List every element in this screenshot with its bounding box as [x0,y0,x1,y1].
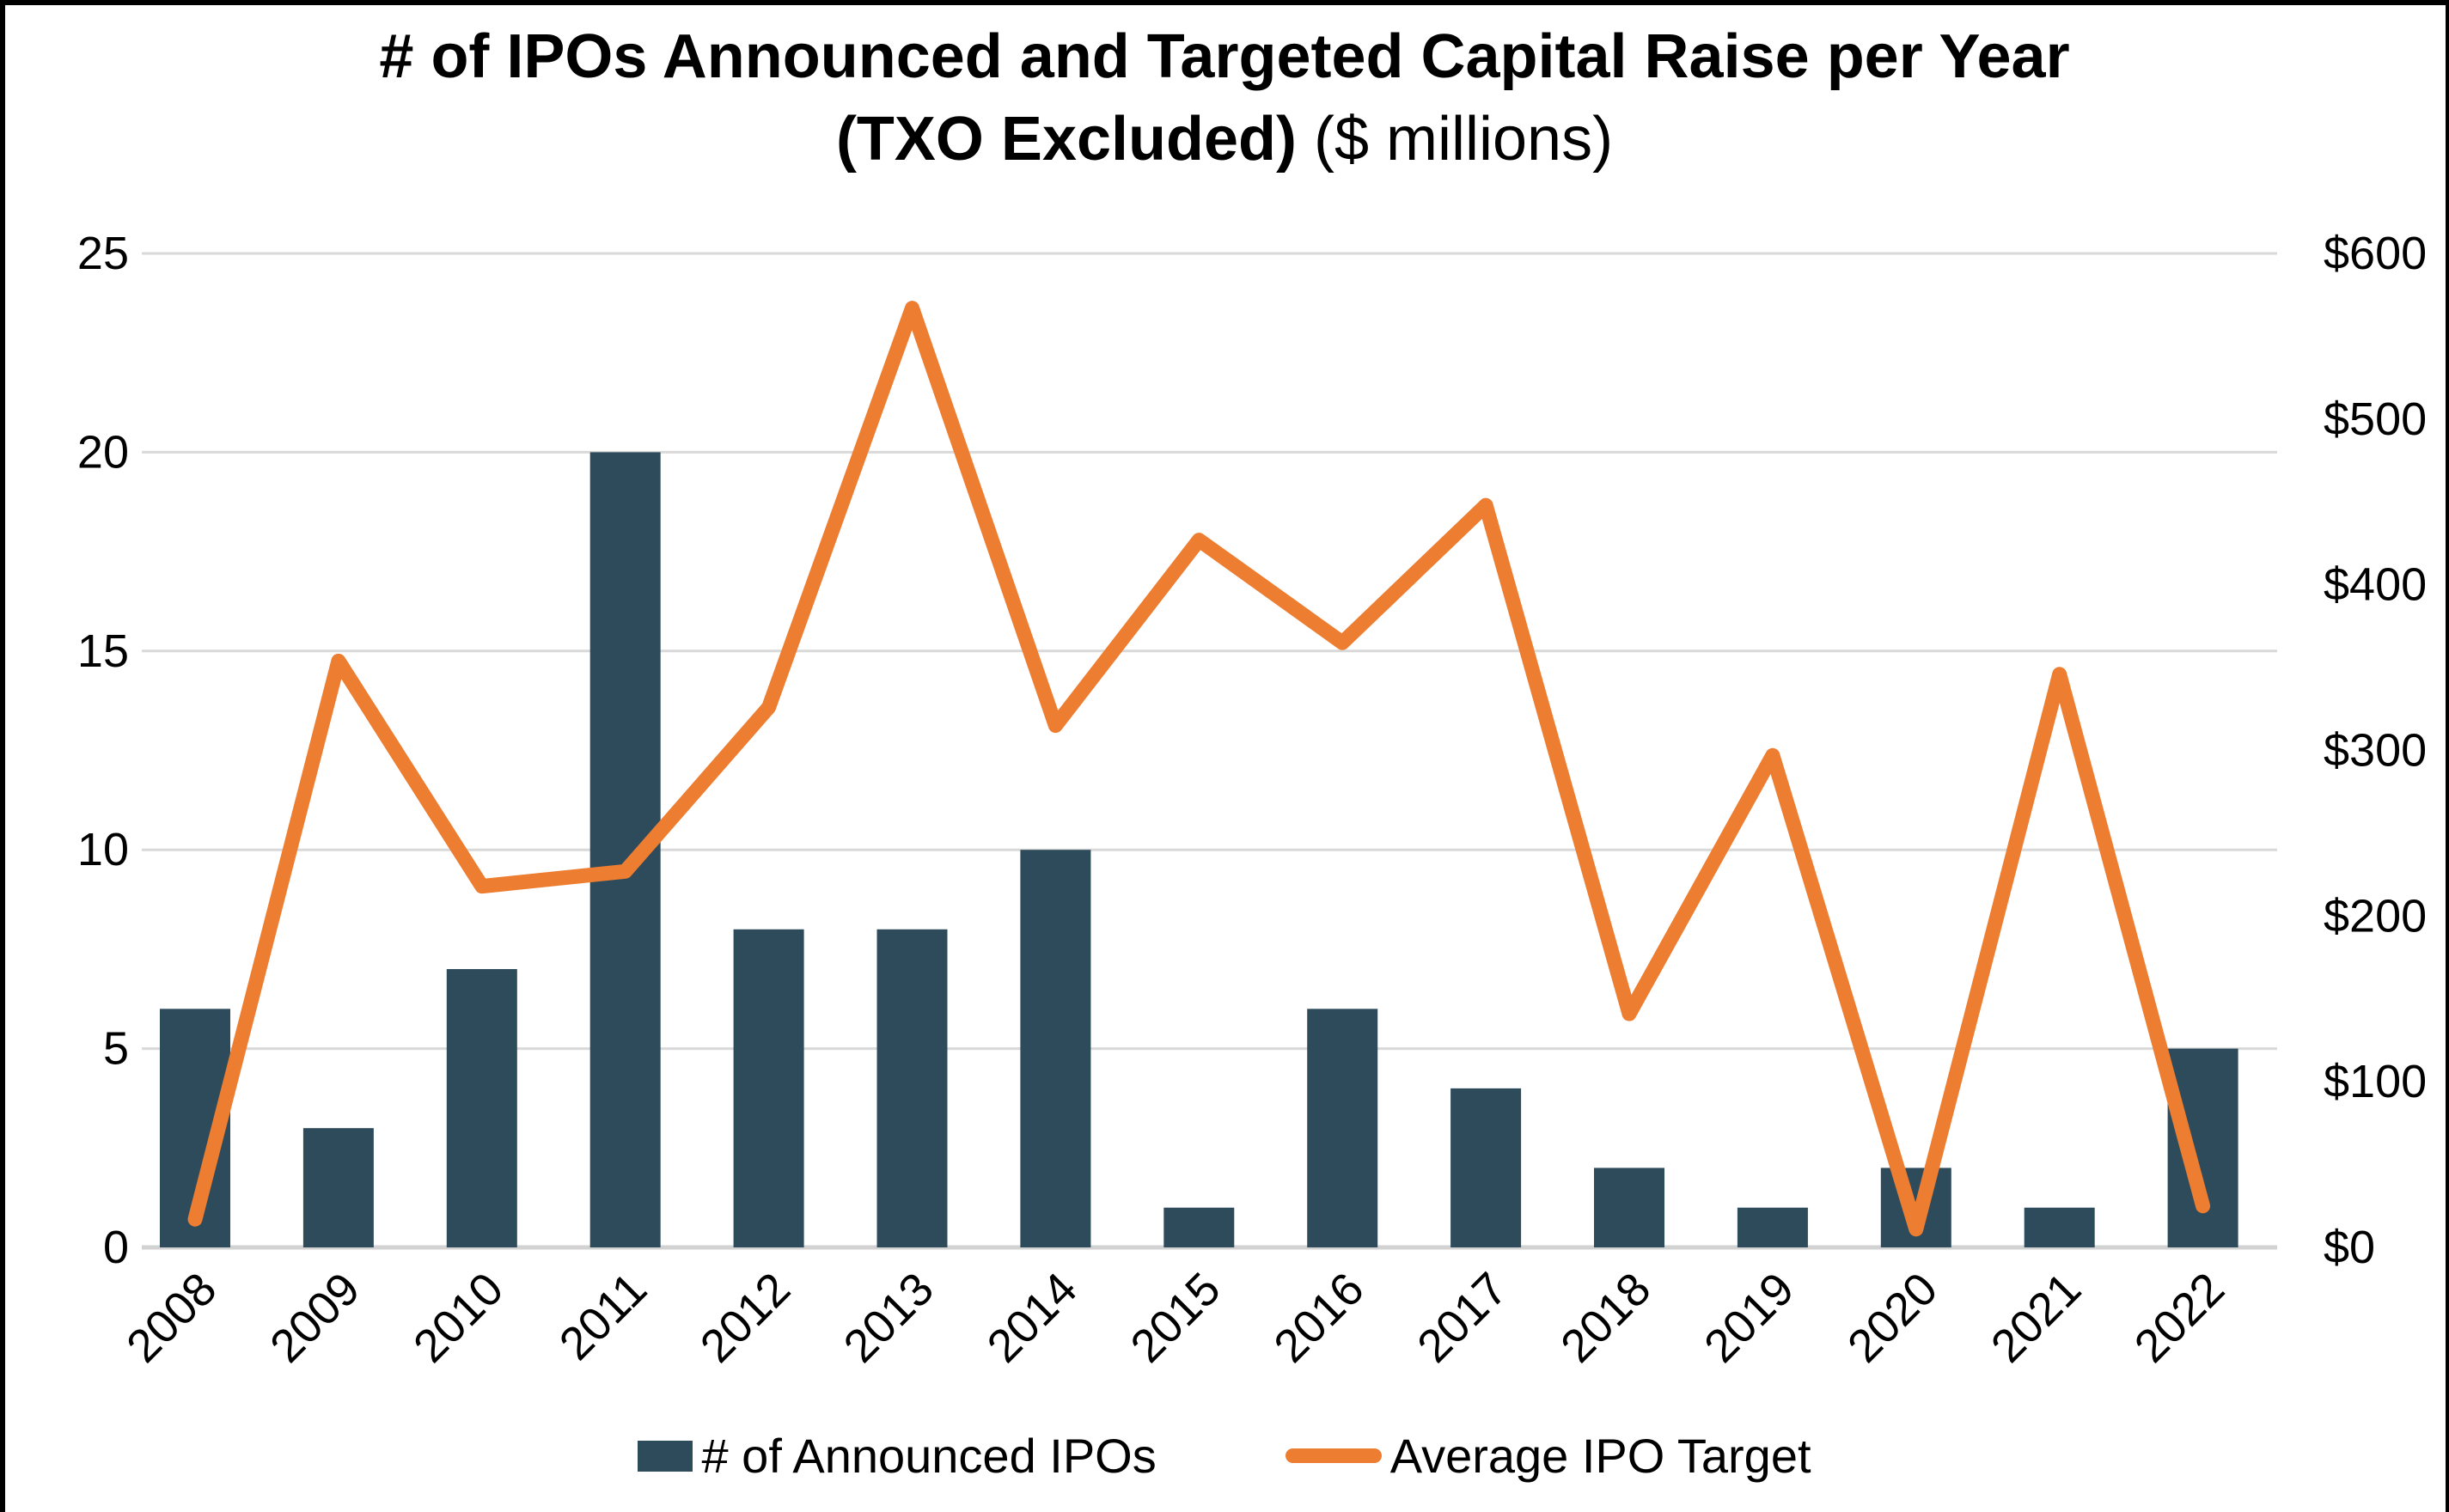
legend-item-announced-ipos: # of Announced IPOs [638,1428,1157,1484]
x-axis-label-2008: 2008 [117,1263,226,1372]
x-axis-label-2012: 2012 [691,1263,800,1372]
x-axis-label-2021: 2021 [1982,1263,2091,1372]
chart-title: # of IPOs Announced and Targeted Capital… [0,15,2449,180]
legend-item-average-ipo-target: Average IPO Target [1285,1428,1811,1484]
chart-legend: # of Announced IPOs Average IPO Target [0,1428,2449,1484]
x-axis-label-2014: 2014 [978,1263,1087,1372]
x-axis-label-2018: 2018 [1551,1263,1660,1372]
bar-swatch [638,1440,693,1472]
bar-2013 [876,929,948,1247]
x-axis-label-2019: 2019 [1695,1263,1804,1372]
left-axis-tick-20: 20 [77,426,129,478]
bar-2021 [2024,1207,2095,1247]
bar-2014 [1020,850,1091,1247]
bar-2012 [733,929,804,1247]
left-axis-tick-25: 25 [77,228,129,279]
right-axis-tick-500: $500 [2324,393,2427,445]
bar-2017 [1450,1088,1522,1247]
x-axis-label-2016: 2016 [1264,1263,1373,1372]
chart-title-line1: # of IPOs Announced and Targeted Capital… [379,22,2070,91]
bar-2018 [1594,1168,1664,1247]
bar-2009 [302,1128,374,1247]
bar-2022 [2167,1048,2238,1247]
bar-2010 [446,969,517,1247]
legend-label-average-ipo-target: Average IPO Target [1389,1429,1811,1483]
line-swatch [1285,1448,1382,1463]
x-axis-label-2013: 2013 [834,1263,944,1372]
bar-2015 [1163,1207,1235,1247]
x-axis-label-2017: 2017 [1408,1263,1517,1372]
average-ipo-target-line [187,301,2211,1237]
right-axis-tick-400: $400 [2324,559,2427,611]
left-axis-tick-0: 0 [103,1222,129,1273]
bar-2016 [1307,1009,1378,1247]
x-axis-label-2009: 2009 [260,1263,369,1372]
left-axis-tick-10: 10 [77,824,129,875]
x-axis-label-2020: 2020 [1838,1263,1947,1372]
chart-title-line2-units: ($ millions) [1297,105,1614,174]
left-axis-tick-15: 15 [77,625,129,677]
chart-title-line2-bold: (TXO Excluded) [835,105,1297,174]
right-axis-tick-0: $0 [2324,1222,2375,1273]
bar-2019 [1737,1207,1808,1247]
right-axis-tick-100: $100 [2324,1056,2427,1107]
chart-title-line2: (TXO Excluded) ($ millions) [0,98,2449,180]
legend-label-announced-ipos: # of Announced IPOs [701,1429,1157,1483]
x-axis-label-2022: 2022 [2125,1263,2234,1372]
x-axis-label-2010: 2010 [404,1263,513,1372]
x-axis-label-2011: 2011 [550,1263,657,1370]
right-axis-tick-300: $300 [2324,725,2427,777]
right-axis-tick-600: $600 [2324,228,2427,279]
right-axis-tick-200: $200 [2324,890,2427,942]
left-axis-tick-5: 5 [103,1023,129,1075]
x-axis-label-2015: 2015 [1121,1263,1230,1372]
